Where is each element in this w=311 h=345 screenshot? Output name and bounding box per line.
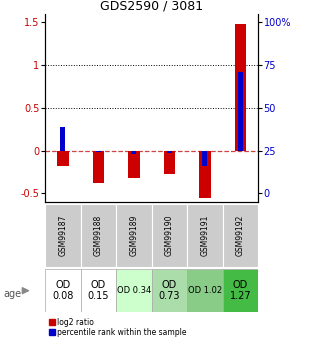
Bar — [223, 204, 258, 267]
Bar — [57, 150, 68, 166]
Bar — [81, 269, 116, 312]
Text: OD
0.08: OD 0.08 — [52, 280, 73, 302]
Text: GSM99192: GSM99192 — [236, 215, 245, 256]
Bar — [167, 150, 172, 153]
Bar — [164, 150, 175, 175]
Text: OD
0.15: OD 0.15 — [88, 280, 109, 302]
Bar — [116, 269, 151, 312]
Text: age: age — [3, 289, 21, 299]
Text: GSM99188: GSM99188 — [94, 215, 103, 256]
Bar — [45, 204, 81, 267]
Text: OD 0.34: OD 0.34 — [117, 286, 151, 295]
Bar — [93, 150, 104, 183]
Bar — [202, 150, 207, 166]
Legend: log2 ratio, percentile rank within the sample: log2 ratio, percentile rank within the s… — [49, 318, 186, 337]
Text: OD
1.27: OD 1.27 — [230, 280, 251, 302]
Title: GDS2590 / 3081: GDS2590 / 3081 — [100, 0, 203, 13]
Bar — [116, 204, 151, 267]
Bar — [151, 204, 187, 267]
Bar — [81, 204, 116, 267]
Text: GSM99190: GSM99190 — [165, 215, 174, 256]
Text: OD 1.02: OD 1.02 — [188, 286, 222, 295]
Bar — [187, 204, 223, 267]
Bar — [199, 150, 211, 198]
Bar — [235, 24, 246, 150]
Text: OD
0.73: OD 0.73 — [159, 280, 180, 302]
Bar — [187, 269, 223, 312]
Bar — [238, 72, 243, 150]
Bar — [128, 150, 140, 178]
Text: GSM99187: GSM99187 — [58, 215, 67, 256]
Bar — [45, 269, 81, 312]
Text: GSM99191: GSM99191 — [200, 215, 209, 256]
Bar — [151, 269, 187, 312]
Bar — [60, 127, 65, 150]
Bar — [223, 269, 258, 312]
Bar — [131, 150, 136, 154]
Bar — [96, 150, 101, 152]
Text: GSM99189: GSM99189 — [129, 215, 138, 256]
